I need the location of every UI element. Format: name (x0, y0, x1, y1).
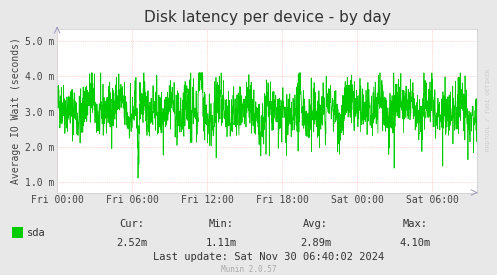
Text: 2.52m: 2.52m (116, 238, 147, 248)
Text: Min:: Min: (209, 219, 234, 229)
Text: RRDTOOL / TOBI OETIKER: RRDTOOL / TOBI OETIKER (486, 69, 491, 151)
Y-axis label: Average IO Wait (seconds): Average IO Wait (seconds) (11, 37, 21, 184)
Text: sda: sda (27, 228, 46, 238)
Text: Avg:: Avg: (303, 219, 328, 229)
Text: 2.89m: 2.89m (300, 238, 331, 248)
Text: Munin 2.0.57: Munin 2.0.57 (221, 265, 276, 274)
Text: 4.10m: 4.10m (400, 238, 430, 248)
Text: Max:: Max: (403, 219, 427, 229)
Text: 1.11m: 1.11m (206, 238, 237, 248)
Text: Cur:: Cur: (119, 219, 144, 229)
Text: Last update: Sat Nov 30 06:40:02 2024: Last update: Sat Nov 30 06:40:02 2024 (153, 252, 384, 262)
Title: Disk latency per device - by day: Disk latency per device - by day (144, 10, 391, 25)
